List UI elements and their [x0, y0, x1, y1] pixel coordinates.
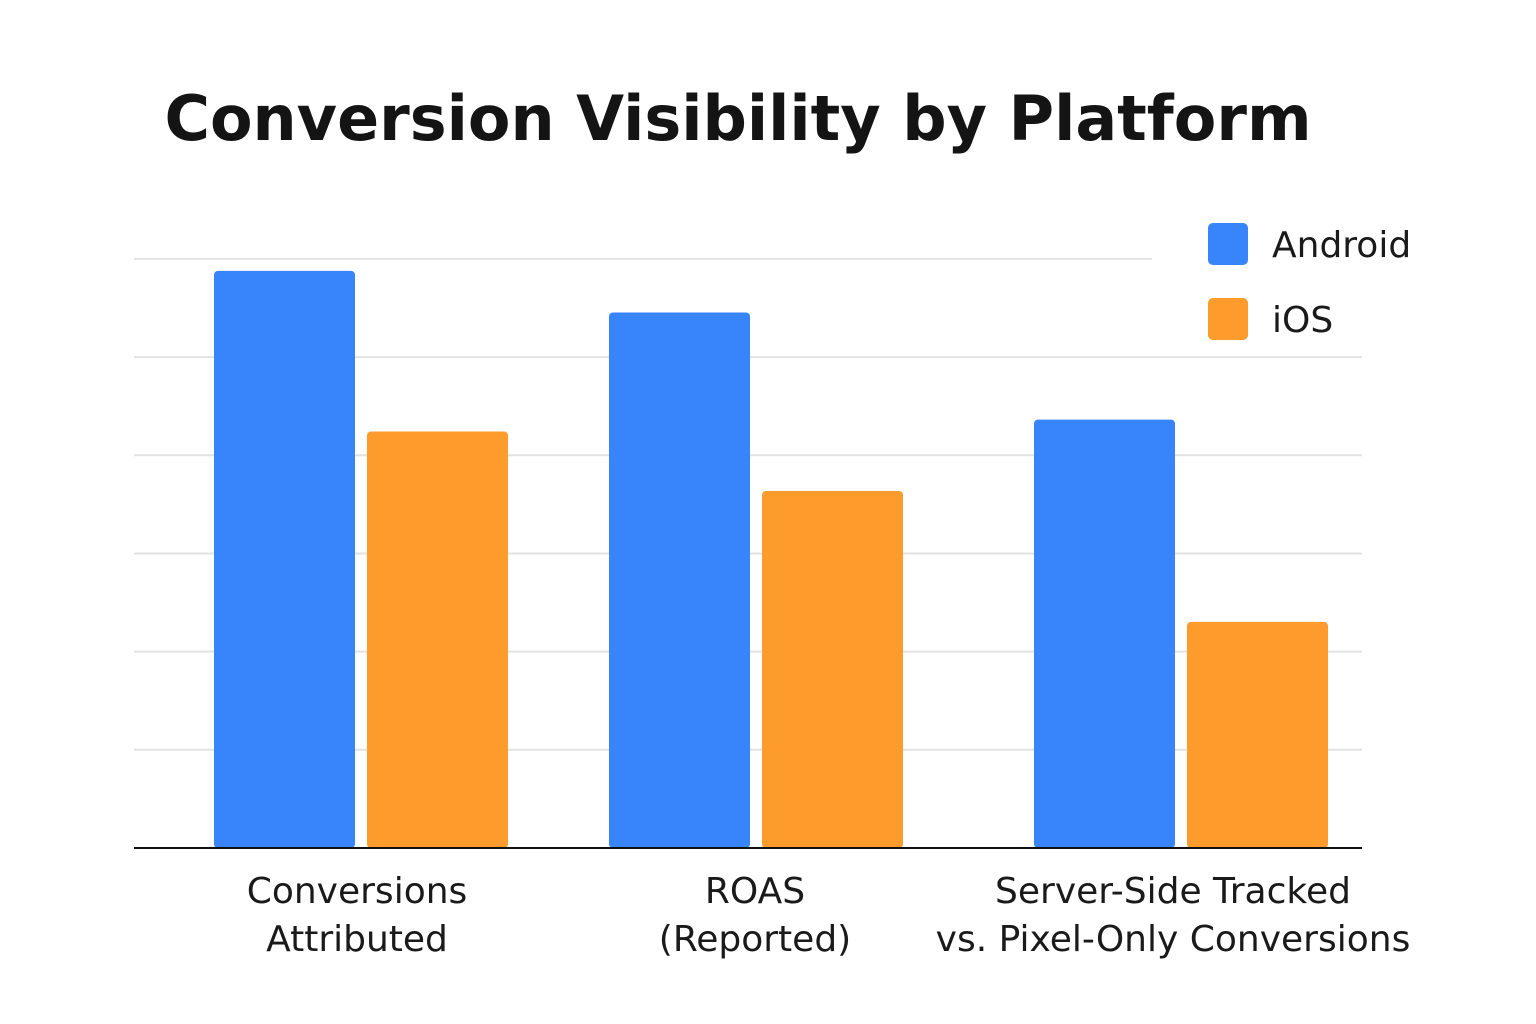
- x-tick-label: vs. Pixel-Only Conversions: [936, 919, 1411, 960]
- legend: Android iOS: [1208, 223, 1411, 341]
- legend-swatch-android: [1208, 223, 1248, 265]
- chart-title: Conversion Visibility by Platform: [164, 82, 1311, 155]
- legend-label-ios: iOS: [1272, 300, 1333, 341]
- x-tick-label: Server-Side Tracked: [995, 871, 1351, 912]
- x-axis-labels: Conversions Attributed ROAS (Reported) Serve…: [247, 871, 1411, 960]
- x-tick-label: (Reported): [659, 919, 851, 960]
- x-tick-label: Attributed: [266, 919, 448, 960]
- bar-android-2: [609, 312, 750, 848]
- x-tick-label: ROAS: [705, 871, 805, 912]
- bar-android-3: [1034, 419, 1175, 848]
- legend-swatch-ios: [1208, 298, 1248, 340]
- bar-ios-3: [1187, 621, 1328, 848]
- x-tick-label: Conversions: [247, 871, 468, 912]
- bars: [214, 270, 1328, 848]
- legend-label-android: Android: [1272, 225, 1411, 266]
- bar-ios-1: [367, 431, 508, 848]
- bar-android-1: [214, 270, 355, 848]
- bar-ios-2: [762, 491, 903, 848]
